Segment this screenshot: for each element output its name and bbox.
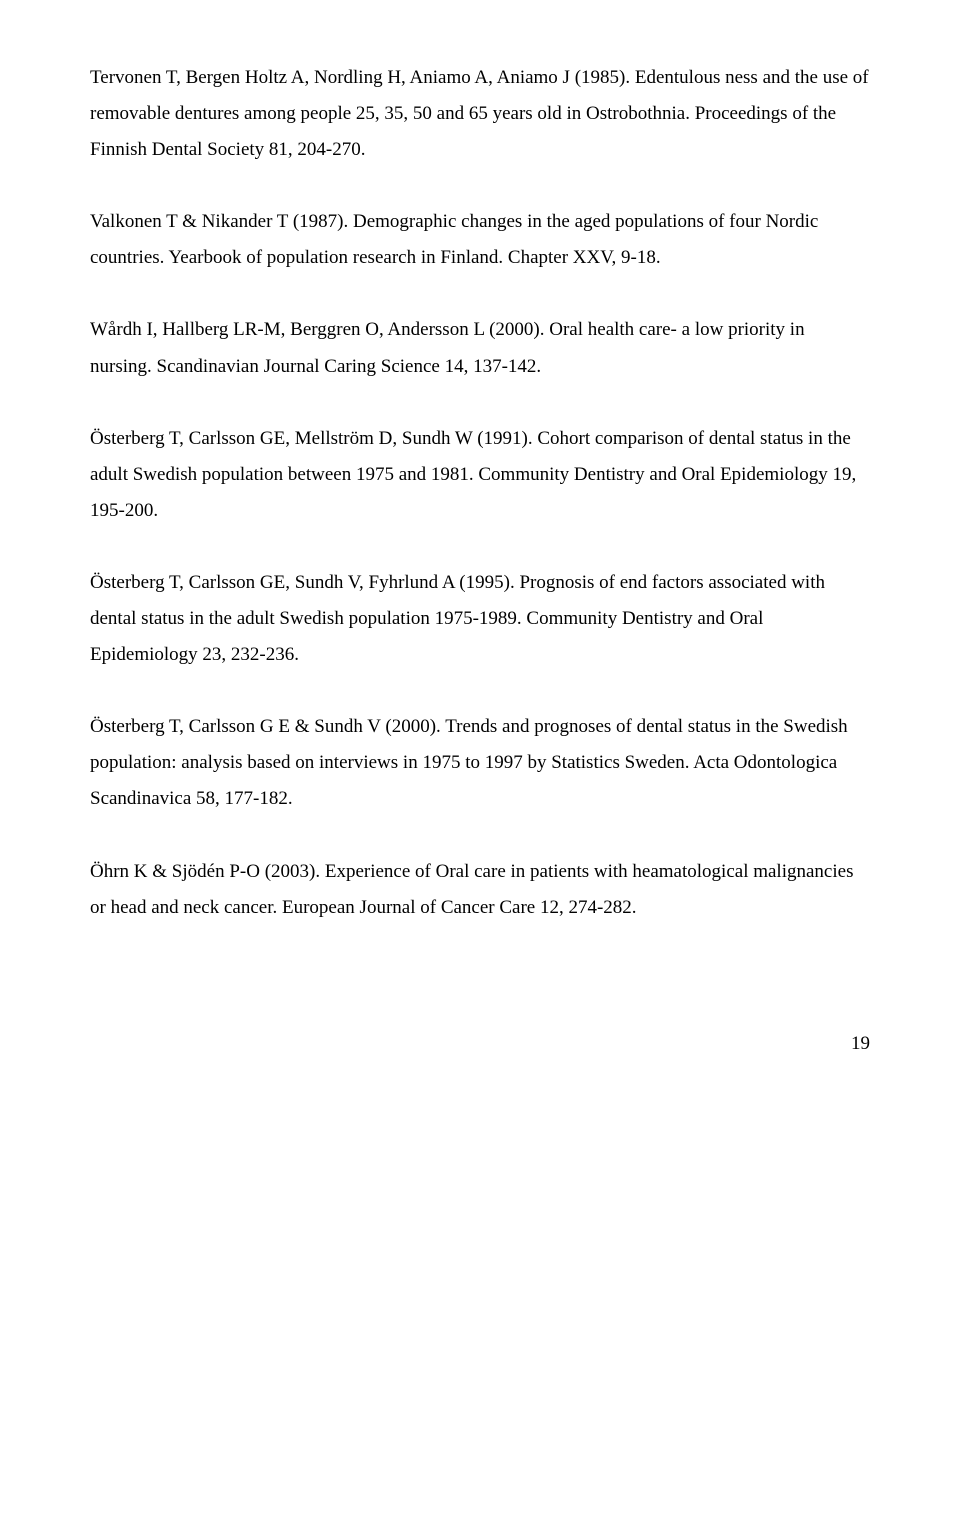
page-number: 19 <box>90 1026 870 1062</box>
reference-item: Valkonen T & Nikander T (1987). Demograp… <box>90 204 870 276</box>
reference-item: Österberg T, Carlsson G E & Sundh V (200… <box>90 709 870 817</box>
reference-item: Österberg T, Carlsson GE, Mellström D, S… <box>90 421 870 529</box>
reference-item: Österberg T, Carlsson GE, Sundh V, Fyhrl… <box>90 565 870 673</box>
reference-list: Tervonen T, Bergen Holtz A, Nordling H, … <box>90 60 870 926</box>
reference-item: Tervonen T, Bergen Holtz A, Nordling H, … <box>90 60 870 168</box>
reference-item: Öhrn K & Sjödén P-O (2003). Experience o… <box>90 854 870 926</box>
reference-item: Wårdh I, Hallberg LR-M, Berggren O, Ande… <box>90 312 870 384</box>
